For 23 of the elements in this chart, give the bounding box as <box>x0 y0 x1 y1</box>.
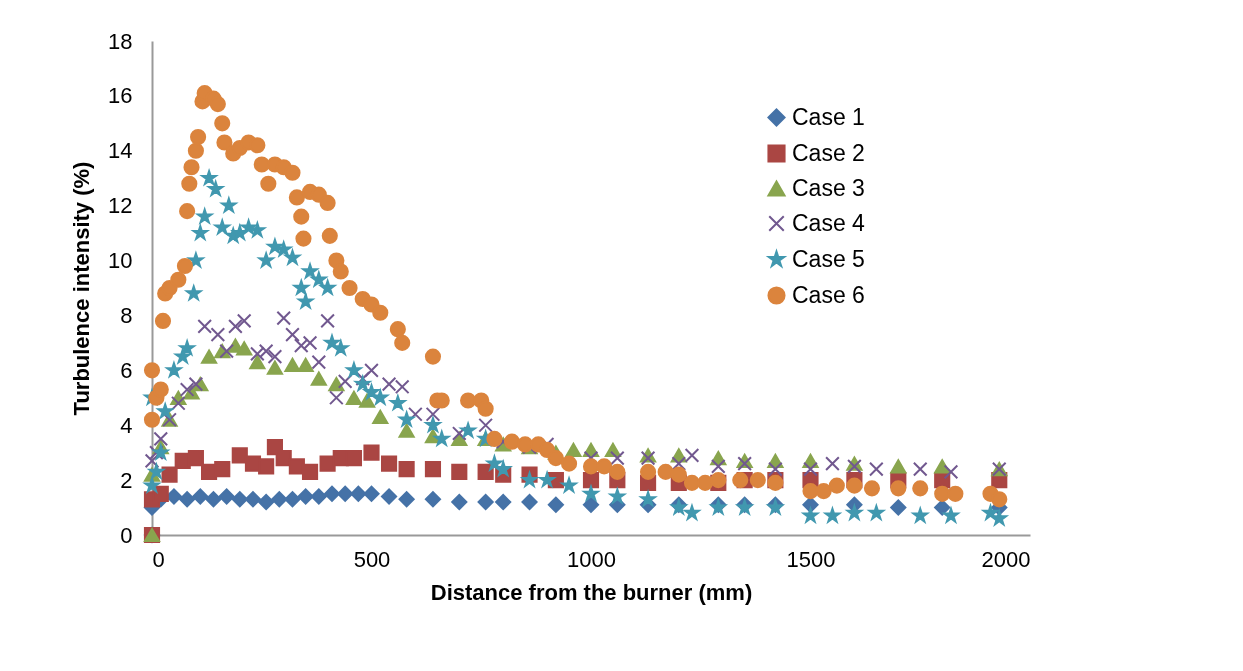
x-axis-title: Distance from the burner (mm) <box>430 579 753 605</box>
legend-label: Case 4 <box>792 209 866 236</box>
x-tick-label: 2000 <box>981 546 1031 572</box>
legend-label: Case 6 <box>792 281 865 308</box>
y-tick-label: 8 <box>120 302 133 328</box>
y-tick-label: 10 <box>108 248 133 274</box>
y-tick-label: 4 <box>120 412 133 438</box>
x-tick-label: 0 <box>152 546 165 572</box>
x-tick-label: 1500 <box>786 546 836 572</box>
y-tick-label: 2 <box>120 467 133 493</box>
y-tick-label: 6 <box>120 357 133 383</box>
legend-label: Case 5 <box>792 245 865 272</box>
y-tick-label: 0 <box>120 522 133 548</box>
y-axis-title: Turbulence intensity (%) <box>69 161 95 416</box>
y-tick-label: 16 <box>108 83 133 109</box>
y-tick-label: 14 <box>108 138 133 164</box>
legend-label: Case 1 <box>792 103 865 130</box>
y-tick-label: 18 <box>108 28 133 54</box>
y-tick-label: 12 <box>108 193 133 219</box>
legend-label: Case 2 <box>792 139 865 166</box>
x-tick-label: 1000 <box>567 546 616 572</box>
legend-label: Case 3 <box>792 174 865 201</box>
x-tick-label: 500 <box>353 546 391 572</box>
